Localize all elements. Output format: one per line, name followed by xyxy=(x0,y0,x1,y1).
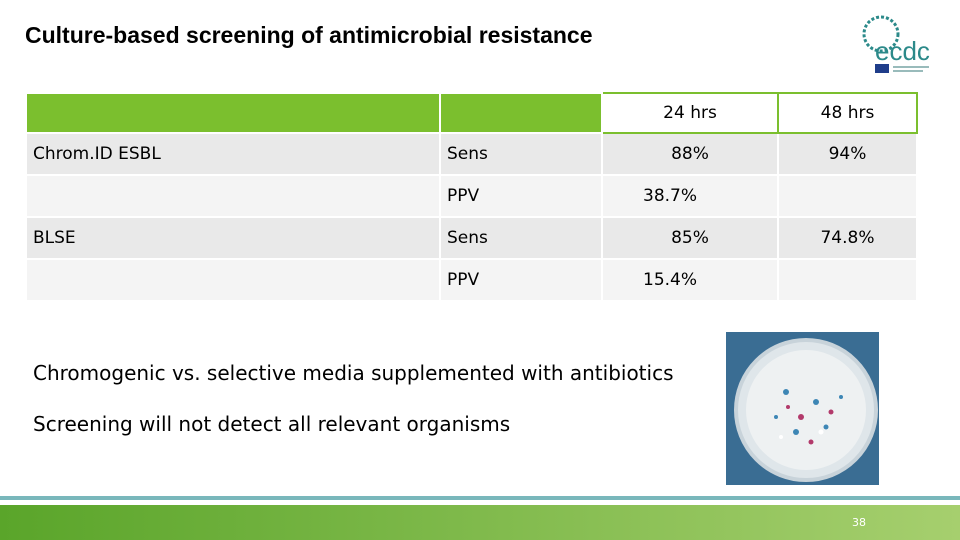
divider xyxy=(0,496,960,500)
bullet: Screening will not detect all relevant o… xyxy=(33,412,511,436)
table-cell: PPV xyxy=(439,258,603,302)
table-row: PPV 38.7% xyxy=(25,174,918,218)
table-cell: PPV xyxy=(439,174,603,218)
table-cell xyxy=(777,258,918,302)
table-cell: 94% xyxy=(777,132,918,176)
logo: ecdc xyxy=(862,15,930,73)
table-cell: 15.4% xyxy=(601,258,779,302)
table-cell: 38.7% xyxy=(601,174,779,218)
column-header: 48 hrs xyxy=(777,92,918,134)
bullet: Chromogenic vs. selective media suppleme… xyxy=(33,361,674,385)
table-cell: 88% xyxy=(601,132,779,176)
footer-bar xyxy=(0,505,960,540)
table-cell: BLSE xyxy=(25,216,441,260)
logo-text: ecdc xyxy=(875,36,930,66)
petri-dish-photo xyxy=(726,332,879,485)
table-cell xyxy=(25,174,441,218)
table-cell xyxy=(777,174,918,218)
table-cell: Sens xyxy=(439,216,603,260)
table-row: PPV 15.4% xyxy=(25,258,918,302)
column-header: 24 hrs xyxy=(601,92,779,134)
table-cell: Sens xyxy=(439,132,603,176)
page-number: 38 xyxy=(852,516,866,529)
results-table: 24 hrs 48 hrs Chrom.ID ESBL Sens 88% 94% PPV… xyxy=(25,92,918,302)
table-cell: 85% xyxy=(601,216,779,260)
table-row: Chrom.ID ESBL Sens 88% 94% xyxy=(25,132,918,176)
table-cell: 74.8% xyxy=(777,216,918,260)
table-cell xyxy=(25,258,441,302)
slide-title: Culture-based screening of antimicrobial… xyxy=(25,22,593,48)
table-row: BLSE Sens 85% 74.8% xyxy=(25,216,918,260)
table-cell: Chrom.ID ESBL xyxy=(25,132,441,176)
